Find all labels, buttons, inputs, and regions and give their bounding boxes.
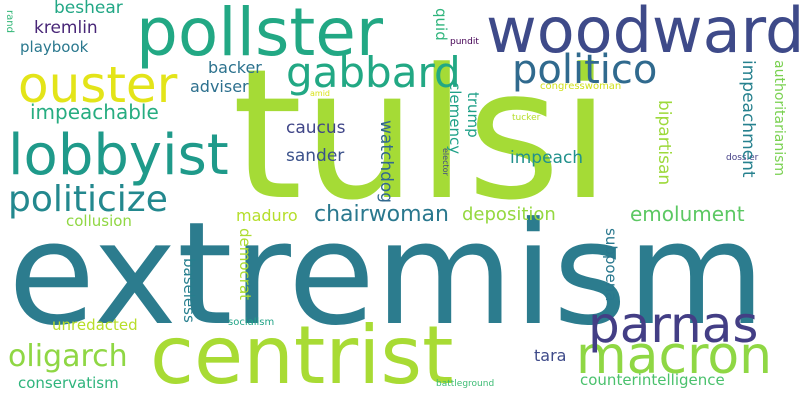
word-oligarch: oligarch — [8, 339, 128, 374]
word-politico: politico — [512, 47, 658, 93]
word-watchdog: watchdog — [376, 120, 396, 204]
word-quid: quid — [432, 8, 450, 41]
word-backer: backer — [208, 58, 262, 77]
word-playbook: playbook — [20, 38, 89, 56]
word-democrat: democrat — [236, 228, 254, 301]
word-dossier: dossier — [726, 153, 759, 163]
word-unredacted: unredacted — [52, 316, 138, 334]
word-rand: rand — [4, 10, 15, 33]
word-caucus: caucus — [286, 118, 346, 138]
word-woodward: woodward — [486, 0, 800, 67]
word-authoritarianism: authoritarianism — [771, 60, 787, 177]
word-gabbard: gabbard — [286, 48, 461, 97]
word-ouster: ouster — [18, 56, 178, 114]
word-impeachment: impeachment — [738, 60, 758, 178]
word-clemency: clemency — [446, 82, 464, 155]
word-politicize: politicize — [8, 179, 168, 220]
word-extremism: extremism — [8, 192, 766, 357]
word-socialism: socialism — [228, 317, 275, 328]
word-elector: elector — [441, 148, 450, 176]
word-tucker: tucker — [512, 113, 541, 123]
word-baseless: baseless — [180, 258, 198, 323]
word-congresswoman: congresswoman — [540, 81, 622, 92]
word-parnas: parnas — [588, 296, 759, 354]
word-tulsi: tulsi — [232, 31, 611, 240]
word-conservatism: conservatism — [18, 374, 119, 392]
word-battleground: battleground — [436, 379, 495, 389]
word-impeach: impeach — [510, 148, 584, 168]
word-chairwoman: chairwoman — [314, 202, 449, 227]
word-emolument: emolument — [630, 202, 745, 226]
word-sander: sander — [286, 146, 345, 166]
word-maduro: maduro — [236, 206, 298, 225]
word-macron: macron — [576, 326, 773, 386]
word-lobbyist: lobbyist — [8, 123, 229, 188]
word-adviser: adviser — [190, 77, 249, 96]
word-tara: tara — [534, 346, 567, 365]
word-deposition: deposition — [462, 204, 556, 225]
word-impeachable: impeachable — [30, 100, 159, 124]
word-counterintelligence: counterintelligence — [580, 371, 725, 389]
word-pundit: pundit — [450, 37, 479, 47]
word-trump: trump — [464, 92, 482, 138]
word-beshear: beshear — [54, 0, 123, 18]
word-subpoena: subpoena — [602, 228, 620, 302]
word-centrist: centrist — [150, 309, 454, 400]
word-bipartisan: bipartisan — [654, 100, 674, 186]
word-pollster: pollster — [136, 0, 383, 71]
word-kremlin: kremlin — [34, 18, 98, 38]
word-collusion: collusion — [66, 212, 132, 230]
word-amid: amid — [310, 89, 330, 98]
